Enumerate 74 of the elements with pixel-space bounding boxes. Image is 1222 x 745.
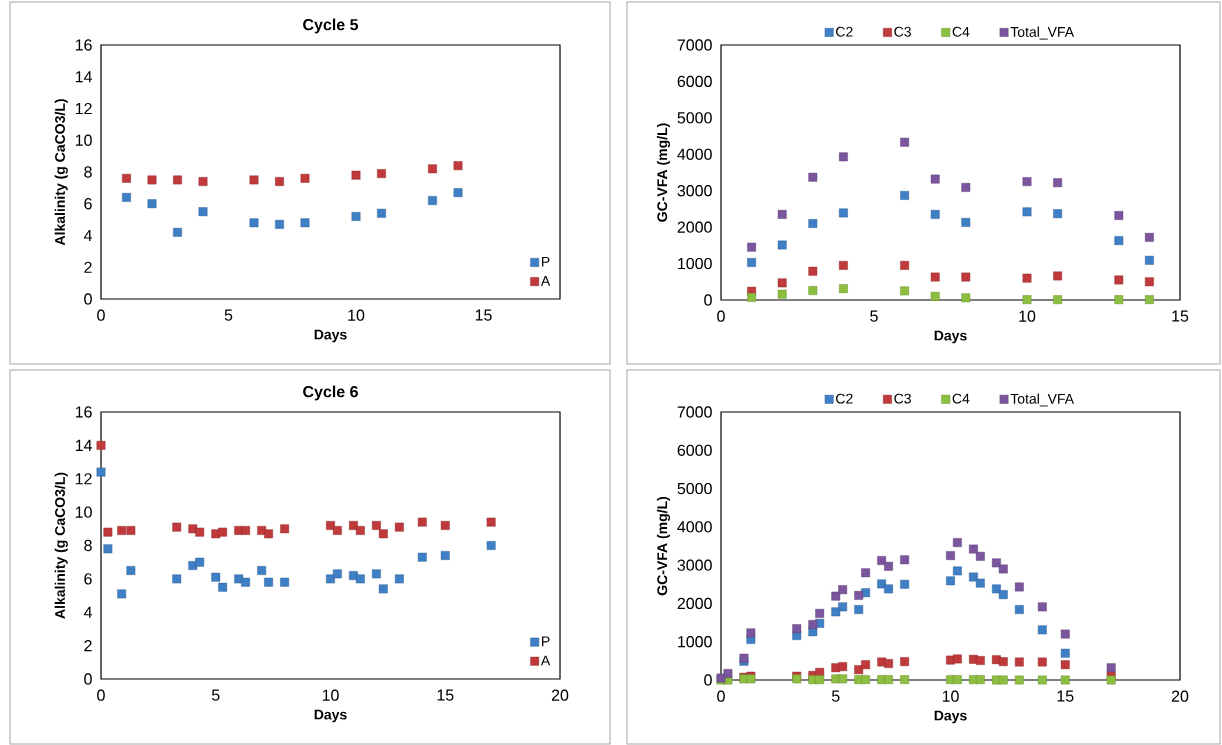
y-axis-title: GC-VFA (mg/L) [656,496,671,596]
x-tick-label: 10 [1019,310,1036,322]
y-tick-label: 7000 [677,406,712,418]
y-axis-title: GC-VFA (mg/L) [656,123,671,222]
y-tick-label: 6000 [677,75,712,88]
legend-label: Total_VFA [1010,26,1075,40]
y-tick-label: 2 [84,640,92,652]
y-tick-label: 0 [704,674,712,686]
y-tick-label: 12 [75,102,92,115]
chart-title: Cycle 6 [303,385,358,401]
x-tick-label: 15 [475,309,492,321]
y-tick-label: 7000 [677,39,712,51]
y-tick-label: 1000 [678,636,712,648]
y-tick-label: 2 [84,261,92,273]
x-tick-label: 5 [224,309,233,321]
x-tick-label: 0 [97,309,105,321]
y-tick-label: 2000 [677,597,712,610]
x-tick-label: 5 [831,690,840,702]
legend-label: C4 [952,26,970,37]
x-axis-title: Days [934,710,967,724]
y-tick-label: 3000 [677,185,712,197]
y-tick-label: 16 [75,39,92,51]
x-tick-label: 10 [942,690,959,702]
y-tick-label: 6 [84,573,92,585]
y-tick-label: 6000 [677,444,712,456]
y-tick-label: 8 [84,539,92,552]
y-tick-label: 1000 [678,257,712,270]
legend-label: C3 [894,393,911,404]
x-tick-label: 0 [717,690,725,702]
legend-label: P [542,636,550,647]
chart-title: Cycle 5 [303,18,359,34]
x-tick-label: 0 [97,689,105,701]
y-tick-label: 4 [83,606,92,618]
y-tick-label: 6 [84,198,92,210]
legend-label: C2 [836,26,853,37]
y-tick-label: 4 [83,229,92,241]
x-axis-title: Days [314,709,347,723]
x-tick-label: 20 [551,689,569,701]
x-axis-title: Days [934,330,967,344]
legend-label: P [542,256,550,267]
y-tick-label: 16 [75,406,92,418]
legend-label: C4 [952,393,970,404]
x-axis-title: Days [314,329,347,343]
x-tick-label: 15 [1172,310,1189,322]
y-tick-label: 0 [84,293,92,305]
x-tick-label: 15 [1057,690,1074,702]
y-tick-label: 8 [84,166,92,178]
legend-label: C2 [836,393,853,404]
y-tick-label: 2000 [677,221,712,233]
legend-label: A [540,276,551,286]
y-axis-title: Alkalinity (g CaCO3/L) [54,99,68,246]
y-tick-label: 4000 [677,148,712,160]
legend-label: Total_VFA [1010,393,1075,407]
x-tick-label: 0 [717,310,725,322]
y-tick-label: 14 [75,439,92,451]
legend-label: C3 [894,26,911,37]
y-tick-label: 5000 [677,482,712,495]
y-tick-label: 4000 [677,521,712,533]
y-tick-label: 0 [84,673,92,685]
y-axis-title: Alkalinity (g CaCO3/L) [54,472,68,619]
x-tick-label: 20 [1171,690,1189,702]
y-tick-label: 5000 [677,112,712,124]
y-tick-label: 10 [75,506,92,518]
x-tick-label: 10 [322,689,339,701]
y-tick-label: 10 [75,134,92,146]
y-tick-label: 3000 [677,559,712,571]
y-tick-label: 0 [704,294,712,306]
x-tick-label: 15 [437,689,454,701]
legend-label: A [540,655,551,666]
x-tick-label: 10 [348,309,365,321]
y-tick-label: 14 [75,71,92,83]
x-tick-label: 5 [870,310,878,322]
y-tick-label: 12 [75,473,92,485]
x-tick-label: 5 [211,689,220,701]
